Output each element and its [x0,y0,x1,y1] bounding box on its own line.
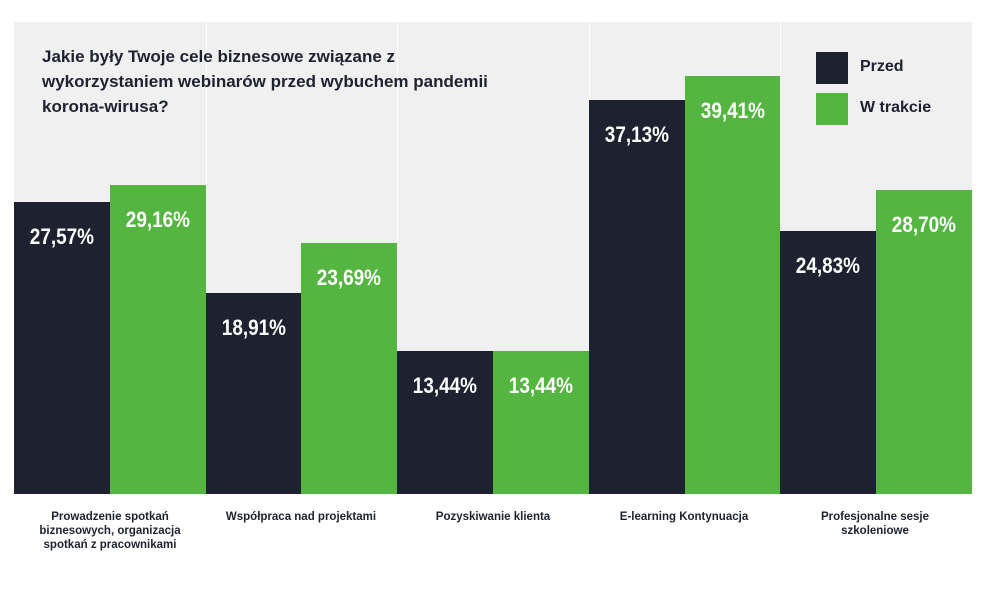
bar-value-label: 37,13% [604,122,669,148]
bar-during [109,184,206,494]
bar-value-label: 28,70% [891,211,957,237]
bar-during [876,189,972,494]
bar-value-label: 18,91% [221,315,286,341]
category-separator [206,22,207,494]
category-label: Prowadzenie spotkań biznesowych, organiz… [39,511,181,551]
bar-before [780,230,877,494]
legend-label-during: W trakcie [860,99,932,116]
bar-before [397,351,493,494]
bar-during [684,75,781,494]
chart-title: Jakie były Twoje cele biznesowe związane… [42,47,488,116]
bar-during [301,242,398,494]
bar-before [205,293,302,494]
legend-swatch-before [816,52,848,84]
bar-value-label: 39,41% [700,97,765,123]
bar-before [14,201,110,494]
bar-value-label: 13,44% [412,373,478,399]
category-label: Współpraca nad projektami [225,511,377,523]
bar-value-label: 29,16% [125,206,190,232]
legend-swatch-during [816,93,848,125]
bar-value-label: 13,44% [508,373,573,399]
category-label: Pozyskiwanie klienta [435,511,551,523]
bar-value-label: 23,69% [317,264,382,290]
legend-label-before: Przed [860,58,904,75]
bar-during [493,351,589,494]
category-separator [397,22,398,494]
bar-before [588,100,685,494]
category-label: Profesjonalne sesje szkoleniowe [820,511,930,537]
bar-value-label: 27,57% [29,223,94,249]
bar-value-label: 24,83% [796,252,861,278]
category-label: E-learning Kontynuacja [619,511,749,523]
